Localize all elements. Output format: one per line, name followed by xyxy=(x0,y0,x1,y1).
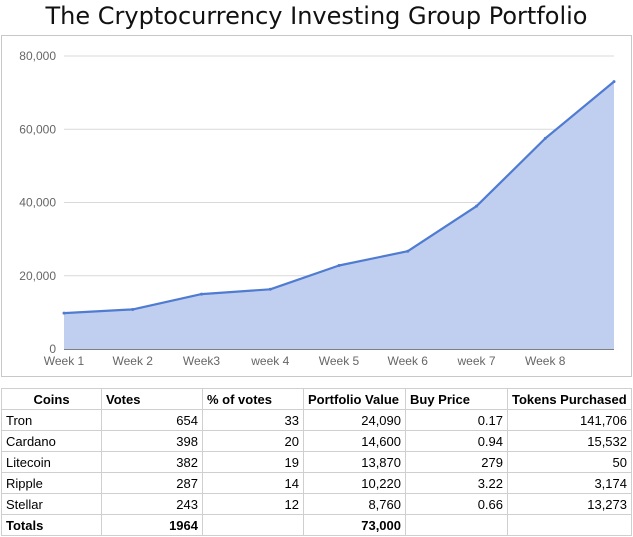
cell-votes: 654 xyxy=(101,409,203,431)
cell-value: 24,090 xyxy=(303,409,406,431)
table-row: Litecoin 382 19 13,870 279 50 xyxy=(1,451,632,473)
header-coins: Coins xyxy=(1,388,102,410)
cell-buy-price: 3.22 xyxy=(405,472,508,494)
cell-percent: 12 xyxy=(202,493,304,515)
data-point xyxy=(406,249,410,253)
cell-value: 14,600 xyxy=(303,430,406,452)
totals-label: Totals xyxy=(1,514,102,536)
cell-percent: 20 xyxy=(202,430,304,452)
y-tick-label: 60,000 xyxy=(19,122,56,136)
cell-coin: Stellar xyxy=(1,493,102,515)
data-point xyxy=(612,80,616,84)
table-row: Ripple 287 14 10,220 3.22 3,174 xyxy=(1,472,632,494)
cell-percent: 14 xyxy=(202,472,304,494)
data-point xyxy=(543,136,547,140)
y-tick-label: 20,000 xyxy=(19,269,56,283)
cell-tokens: 141,706 xyxy=(507,409,632,431)
x-tick-label: Week 5 xyxy=(319,354,360,368)
cell-coin: Ripple xyxy=(1,472,102,494)
area-chart: 0 20,000 40,000 60,000 80,000 Week 1 Week 2 Wee… xyxy=(19,49,616,368)
x-tick-label: Week3 xyxy=(183,354,220,368)
data-point xyxy=(475,204,478,208)
cell-value: 10,220 xyxy=(303,472,406,494)
totals-percent xyxy=(202,514,304,536)
cell-tokens: 3,174 xyxy=(507,472,632,494)
totals-value: 73,000 xyxy=(303,514,406,536)
cell-percent: 33 xyxy=(202,409,304,431)
cell-votes: 287 xyxy=(101,472,203,494)
data-point xyxy=(268,287,272,291)
cell-value: 8,760 xyxy=(303,493,406,515)
table-row: Tron 654 33 24,090 0.17 141,706 xyxy=(1,409,632,431)
chart-title: The Cryptocurrency Investing Group Portf… xyxy=(45,2,588,30)
cell-tokens: 50 xyxy=(507,451,632,473)
cell-coin: Tron xyxy=(1,409,102,431)
header-buy-price: Buy Price xyxy=(405,388,508,410)
cell-buy-price: 0.94 xyxy=(405,430,508,452)
cell-votes: 398 xyxy=(101,430,203,452)
data-point xyxy=(337,263,341,267)
cell-votes: 243 xyxy=(101,493,203,515)
table-row: Stellar 243 12 8,760 0.66 13,273 xyxy=(1,493,632,515)
data-point xyxy=(200,292,203,296)
y-tick-label: 80,000 xyxy=(19,49,56,63)
totals-row: Totals 1964 73,000 xyxy=(1,514,632,536)
table-row: Cardano 398 20 14,600 0.94 15,532 xyxy=(1,430,632,452)
x-tick-label: week 4 xyxy=(250,354,289,368)
area-fill xyxy=(64,81,614,349)
totals-tokens xyxy=(507,514,632,536)
table-header-row: Coins Votes % of votes Portfolio Value B… xyxy=(1,388,632,410)
portfolio-table: Coins Votes % of votes Portfolio Value B… xyxy=(1,388,632,536)
totals-buy-price xyxy=(405,514,508,536)
data-point xyxy=(131,307,135,311)
totals-votes: 1964 xyxy=(101,514,203,536)
cell-buy-price: 0.66 xyxy=(405,493,508,515)
header-percent-votes: % of votes xyxy=(202,388,304,410)
cell-coin: Litecoin xyxy=(1,451,102,473)
cell-buy-price: 279 xyxy=(405,451,508,473)
cell-value: 13,870 xyxy=(303,451,406,473)
x-tick-label: week 7 xyxy=(456,354,495,368)
cell-percent: 19 xyxy=(202,451,304,473)
cell-tokens: 15,532 xyxy=(507,430,632,452)
header-tokens-purchased: Tokens Purchased xyxy=(507,388,632,410)
header-votes: Votes xyxy=(101,388,203,410)
y-tick-label: 0 xyxy=(49,342,56,356)
header-portfolio-value: Portfolio Value xyxy=(303,388,406,410)
cell-coin: Cardano xyxy=(1,430,102,452)
x-tick-label: Week 2 xyxy=(113,354,154,368)
x-tick-label: Week 8 xyxy=(525,354,566,368)
x-tick-label: Week 6 xyxy=(388,354,429,368)
cell-votes: 382 xyxy=(101,451,203,473)
cell-tokens: 13,273 xyxy=(507,493,632,515)
data-point xyxy=(62,311,66,315)
x-tick-label: Week 1 xyxy=(44,354,85,368)
cell-buy-price: 0.17 xyxy=(405,409,508,431)
y-tick-label: 40,000 xyxy=(19,196,56,210)
chart-panel: 0 20,000 40,000 60,000 80,000 Week 1 Week 2 Wee… xyxy=(1,35,632,377)
